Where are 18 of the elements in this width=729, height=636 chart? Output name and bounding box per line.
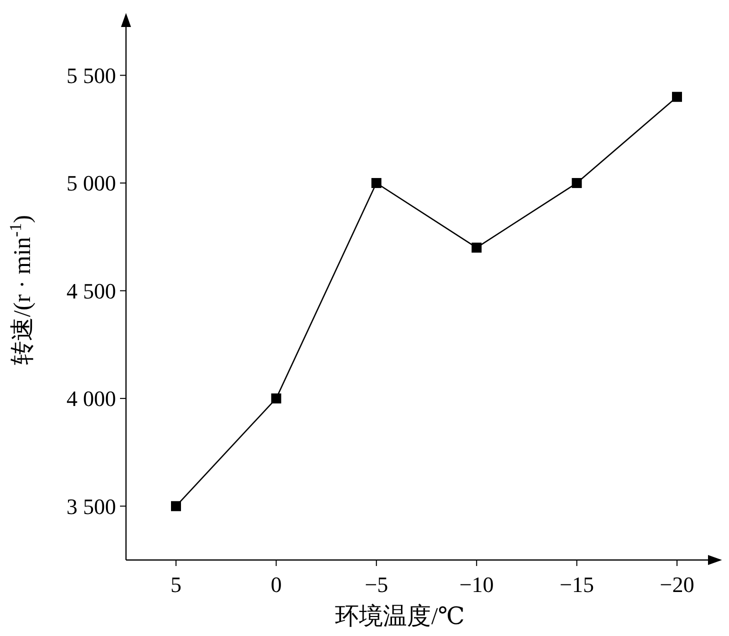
y-tick-label: 3 500 xyxy=(66,494,116,519)
point xyxy=(672,92,682,102)
x-tick-label: −10 xyxy=(459,572,494,597)
x-tick-label: 0 xyxy=(270,572,282,597)
x-tick-label: −20 xyxy=(660,572,694,597)
point xyxy=(371,178,382,188)
point xyxy=(171,501,181,512)
x-tick-label: −15 xyxy=(560,572,594,597)
point xyxy=(271,393,282,404)
y-tick-label: 5 000 xyxy=(66,170,116,196)
x-tick-label: 5 xyxy=(170,572,182,597)
point xyxy=(572,178,582,188)
x-tick-label: −5 xyxy=(364,572,388,597)
y-tick-label: 5 500 xyxy=(66,63,116,88)
y-tick-label: 4 000 xyxy=(66,386,116,412)
y-tick-label: 4 500 xyxy=(66,278,116,304)
x-axis-title: 环境温度/℃ xyxy=(335,603,465,630)
point xyxy=(472,242,482,253)
